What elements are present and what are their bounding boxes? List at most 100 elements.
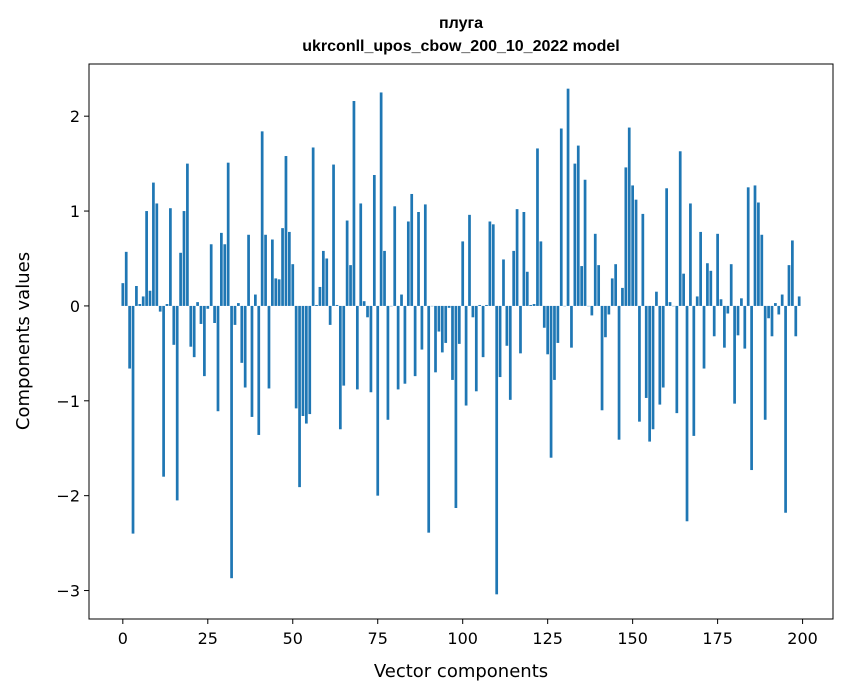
bar xyxy=(304,305,308,424)
bar xyxy=(570,305,573,348)
bar xyxy=(342,305,346,386)
bar xyxy=(617,305,621,440)
bar xyxy=(444,305,448,343)
bar xyxy=(621,287,624,306)
bar xyxy=(423,204,427,306)
bar xyxy=(165,304,169,306)
bar xyxy=(464,305,468,406)
bar xyxy=(267,305,271,389)
x-tick-label: 25 xyxy=(198,629,218,648)
bar xyxy=(352,101,356,306)
bar xyxy=(767,305,770,319)
bar xyxy=(359,203,363,306)
bar xyxy=(539,241,543,306)
bar xyxy=(787,265,791,306)
bar xyxy=(553,305,556,380)
bar xyxy=(308,305,312,415)
bar xyxy=(288,231,291,306)
bar xyxy=(135,286,138,306)
bar xyxy=(607,305,611,315)
bar xyxy=(437,305,441,332)
bar xyxy=(148,290,152,306)
x-tick-label: 200 xyxy=(787,629,818,648)
bars-group xyxy=(121,88,801,595)
bar xyxy=(271,239,274,306)
bar xyxy=(590,305,594,316)
bar xyxy=(376,305,380,496)
y-axis-ticks: −3 −2 −1 0 1 2 xyxy=(56,107,89,601)
bar xyxy=(427,305,431,533)
bar xyxy=(281,228,284,306)
bar xyxy=(169,208,172,306)
x-tick-label: 0 xyxy=(118,629,128,648)
bar xyxy=(774,303,777,306)
bar xyxy=(770,305,774,337)
bar xyxy=(658,305,662,405)
bar xyxy=(192,305,196,358)
bar xyxy=(121,283,125,306)
bar xyxy=(777,305,781,315)
bar xyxy=(740,298,743,306)
bar xyxy=(471,305,475,318)
bar xyxy=(515,209,519,306)
x-tick-label: 175 xyxy=(702,629,733,648)
bar xyxy=(383,250,386,306)
bar xyxy=(604,305,607,338)
bar xyxy=(580,266,584,306)
bar xyxy=(277,279,281,306)
bar xyxy=(311,147,315,306)
bar xyxy=(491,224,495,306)
bar xyxy=(651,305,655,430)
bar xyxy=(247,234,250,306)
bar xyxy=(250,305,254,417)
bar xyxy=(505,305,509,346)
bar xyxy=(576,145,580,306)
bar xyxy=(498,305,502,378)
bar xyxy=(240,305,244,363)
bar xyxy=(746,187,750,306)
bar xyxy=(719,299,723,306)
bar xyxy=(213,305,216,323)
bar xyxy=(321,250,325,306)
bar xyxy=(757,202,760,306)
bar xyxy=(699,231,702,306)
bar xyxy=(627,127,631,306)
bar xyxy=(532,304,536,306)
bar xyxy=(131,305,135,534)
bar xyxy=(665,188,668,306)
bar xyxy=(542,305,546,328)
bar xyxy=(675,305,679,414)
bar xyxy=(597,265,601,306)
bar xyxy=(440,305,444,353)
bar xyxy=(403,305,407,384)
bar xyxy=(332,164,335,306)
bar xyxy=(318,286,322,306)
bar xyxy=(199,305,203,324)
bar xyxy=(420,305,424,350)
bar xyxy=(712,305,716,337)
bar xyxy=(209,244,213,306)
bar xyxy=(220,232,223,306)
bar xyxy=(794,305,798,337)
y-tick-label: −3 xyxy=(56,582,80,601)
bar xyxy=(158,305,162,312)
bar xyxy=(525,271,529,306)
bar xyxy=(451,305,454,380)
x-tick-label: 50 xyxy=(283,629,303,648)
bar xyxy=(196,302,199,306)
bar xyxy=(257,305,261,435)
bar xyxy=(254,294,257,306)
bar xyxy=(522,212,526,306)
bar xyxy=(648,305,651,442)
bar xyxy=(709,270,713,306)
bar xyxy=(291,264,295,306)
bar xyxy=(689,203,692,306)
bar xyxy=(372,175,376,306)
bar xyxy=(791,240,794,306)
bar xyxy=(502,259,505,306)
bar xyxy=(264,234,267,306)
bar xyxy=(226,162,230,306)
bar xyxy=(508,305,512,400)
bar xyxy=(529,304,533,306)
